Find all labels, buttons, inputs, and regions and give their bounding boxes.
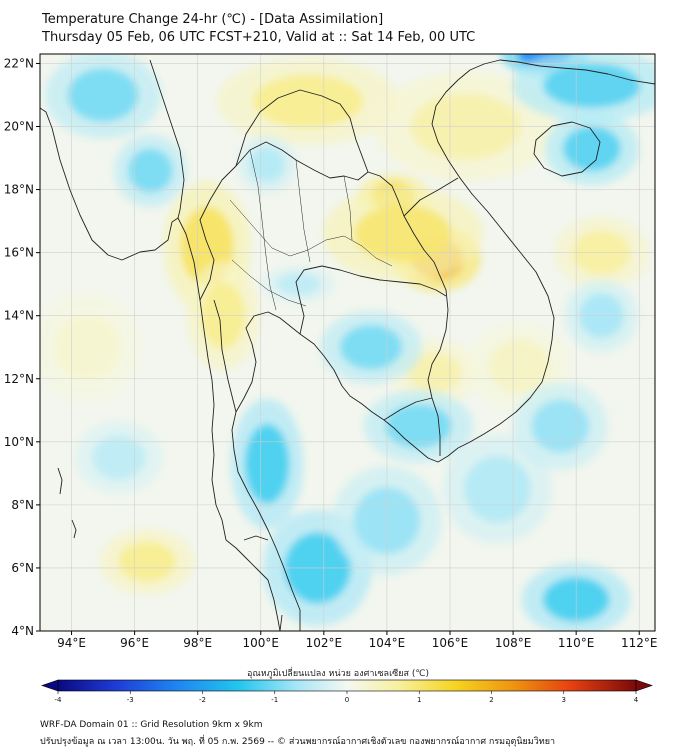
colorbar-tick-label: 2: [489, 696, 493, 704]
lon-tick-label: 102°E: [306, 636, 343, 650]
lat-lon-grid: [40, 54, 655, 631]
field-blob: [92, 435, 146, 480]
field-blob: [249, 146, 285, 183]
province-lines: [231, 259, 307, 307]
border-myanmar-thailand-south: [213, 299, 237, 413]
lon-tick-label: 100°E: [243, 636, 280, 650]
border-thailand-malaysia: [243, 535, 269, 541]
field-blob: [488, 339, 551, 393]
lat-tick-label: 4°N: [11, 624, 34, 638]
lat-tick-label: 22°N: [4, 56, 34, 70]
lon-tick-label: 110°E: [558, 636, 595, 650]
colorbar-max-arrow: [635, 679, 653, 692]
lat-tick-label: 18°N: [4, 183, 34, 197]
colorbar-tick-label: -1: [271, 696, 278, 704]
lon-tick-label: 108°E: [495, 636, 532, 650]
border-laos-vietnam: [403, 177, 459, 217]
border-laos-china: [235, 89, 369, 173]
province-lines: [249, 149, 277, 311]
province-lines: [343, 175, 353, 241]
border-thailand-cambodia: [295, 265, 447, 335]
field-blob: [340, 325, 403, 370]
lon-tick-label: 106°E: [432, 636, 469, 650]
colorbar-title: อุณหภูมิเปลี่ยนแปลง หน่วย องศาเซลเซียส (…: [246, 669, 430, 679]
lat-tick-label: 10°N: [4, 435, 34, 449]
field-blob: [385, 403, 452, 449]
lat-tick-label: 20°N: [4, 120, 34, 134]
colorbar-tick-label: 1: [417, 696, 421, 704]
field-blob: [531, 399, 590, 453]
colorbar-tick-label: 3: [562, 696, 566, 704]
field-blob: [252, 74, 364, 128]
colorbar-min-arrow: [41, 679, 59, 692]
model-info: WRF-DA Domain 01 :: Grid Resolution 9km …: [40, 720, 263, 730]
country-boundaries: [40, 59, 655, 631]
field-blob: [543, 63, 641, 108]
nicobar-islands: [71, 519, 77, 539]
lat-tick-label: 12°N: [4, 372, 34, 386]
field-blob: [67, 68, 139, 122]
colorbar-tick-label: -2: [199, 696, 206, 704]
lon-tick-label: 94°E: [57, 636, 86, 650]
field-blob: [245, 424, 290, 504]
credit-line: ปรับปรุงข้อมูล ณ เวลา 13:00น. วัน พฤ. ที…: [40, 737, 556, 747]
map-frame: [39, 53, 656, 632]
field-blob: [407, 352, 461, 393]
border-thailand-laos-cambodia: [199, 141, 449, 456]
colorbar-tick-label: 0: [345, 696, 349, 704]
province-lines: [295, 159, 311, 263]
field-blob: [563, 126, 621, 171]
hainan-island: [533, 121, 601, 177]
chart-subtitle: Thursday 05 Feb, 06 UTC FCST+210, Valid …: [42, 30, 476, 45]
coastline-gulf: [231, 311, 459, 631]
colorbar-tick-label: -4: [55, 696, 63, 704]
map-axes: 94°E 96°E 98°E 100°E 102°E 104°E 106°E 108°E 110…: [4, 56, 658, 650]
lon-tick-label: 104°E: [369, 636, 406, 650]
lat-tick-label: 6°N: [11, 561, 34, 575]
coastline-malaysia: [279, 614, 283, 631]
lat-tick-label: 8°N: [11, 498, 34, 512]
coastline-vietnam-china: [431, 59, 655, 449]
border-cambodia-vietnam: [383, 397, 433, 421]
coastline-peninsula-west: [225, 539, 281, 631]
map-plot-area: [40, 54, 655, 631]
temperature-change-map: 94°E 96°E 98°E 100°E 102°E 104°E 106°E 108°E 110…: [4, 53, 658, 704]
lon-tick-label: 96°E: [120, 636, 149, 650]
field-blob: [464, 456, 531, 523]
temperature-field: [40, 54, 655, 631]
lon-tick-label: 112°E: [621, 636, 658, 650]
lat-tick-label: 14°N: [4, 309, 34, 323]
colorbar-tick-label: -3: [127, 696, 134, 704]
colorbar-scale: [57, 679, 637, 692]
colorbar-tick-label: 4: [634, 696, 639, 704]
chart-title: Temperature Change 24-hr (℃) - [Data Ass…: [42, 12, 384, 27]
lon-tick-label: 98°E: [183, 636, 212, 650]
border-myanmar-india: [149, 59, 185, 219]
field-blob: [118, 541, 176, 582]
colorbar: -4 -3 -2 -1 0 1 2 3 4: [41, 679, 653, 704]
field-blob: [128, 148, 173, 193]
field-blob: [276, 273, 321, 296]
lat-tick-label: 16°N: [4, 246, 34, 260]
field-blob: [54, 314, 121, 381]
field-blob: [354, 205, 452, 263]
andaman-islands: [57, 467, 63, 495]
